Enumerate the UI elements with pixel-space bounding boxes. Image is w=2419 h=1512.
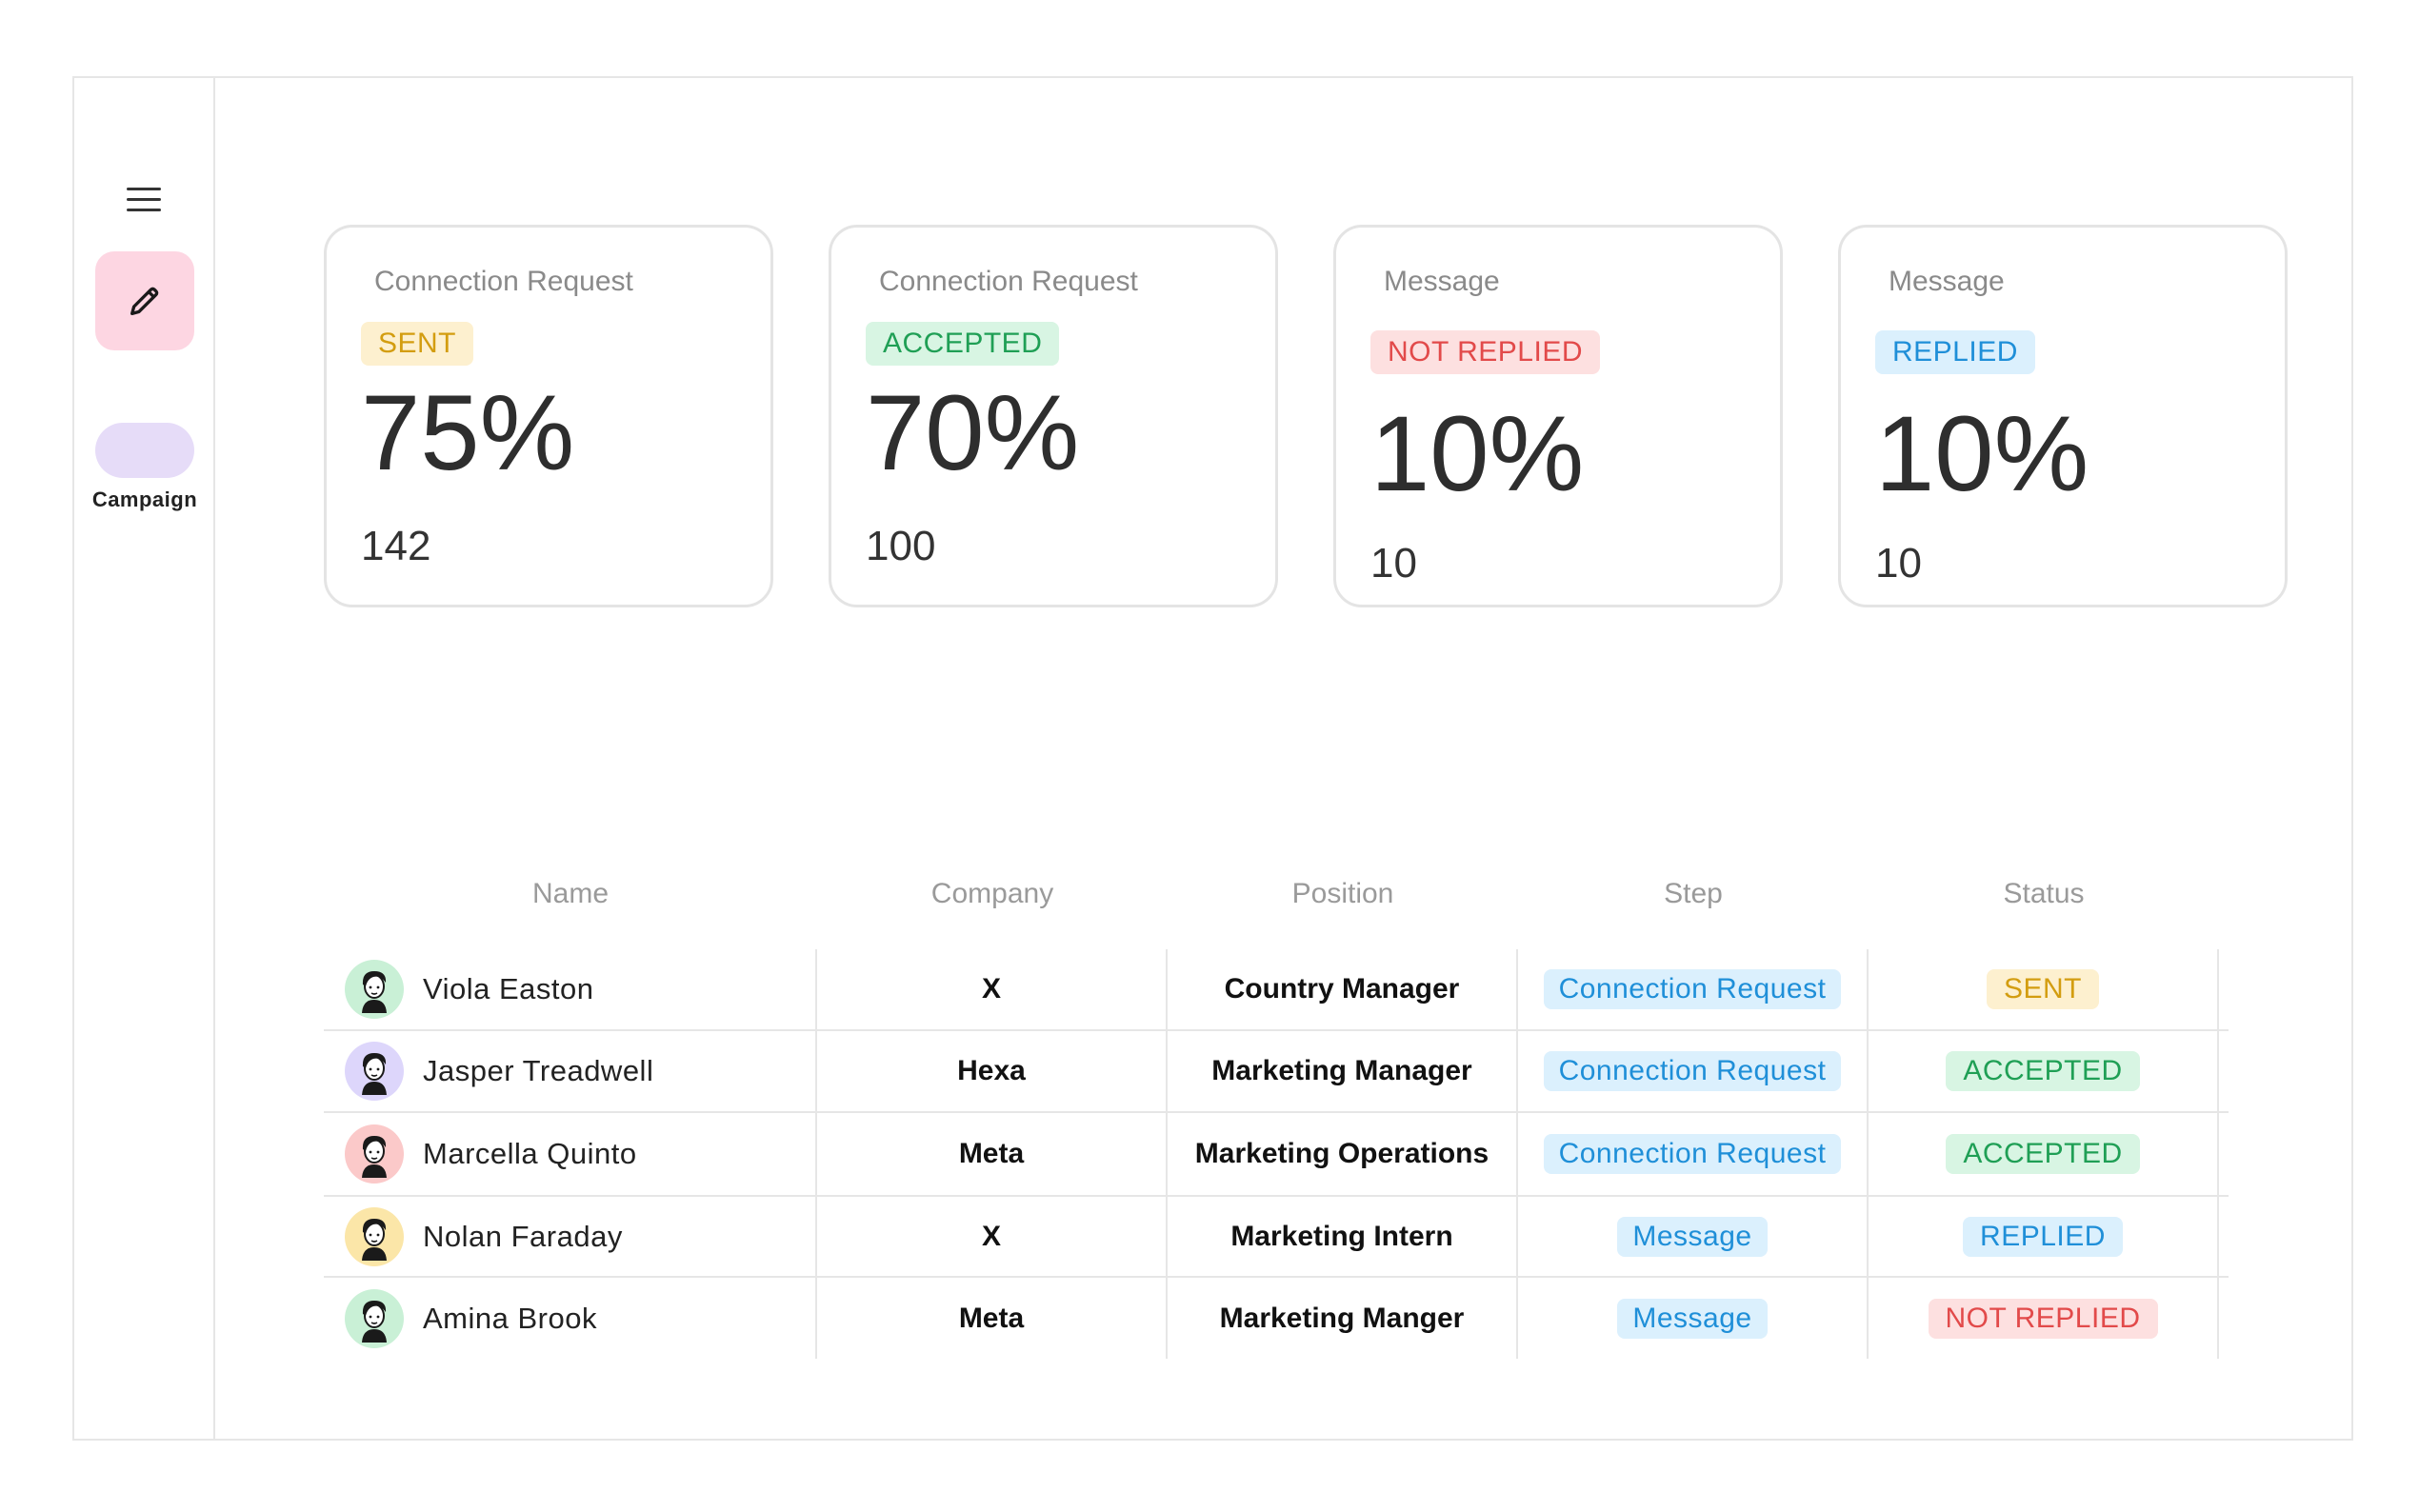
card-percent: 70% <box>866 373 1080 492</box>
edit-button[interactable] <box>95 251 194 350</box>
cell-status: SENT <box>1869 949 2219 1029</box>
cell-company: Meta <box>817 1278 1168 1359</box>
cell-company: Meta <box>817 1113 1168 1195</box>
table-row[interactable]: Marcella Quinto Meta Marketing Operations C… <box>324 1113 2229 1197</box>
cell-position: Country Manager <box>1168 949 1518 1029</box>
card-percent: 10% <box>1875 394 2089 513</box>
hamburger-menu-icon[interactable] <box>127 188 161 216</box>
campaign-label: Campaign <box>91 487 198 511</box>
status-badge: ACCEPTED <box>1946 1051 2140 1091</box>
stat-card-not-replied: Message NOT REPLIED 10% 10 <box>1333 225 1783 607</box>
avatar[interactable] <box>345 1042 404 1101</box>
step-badge: Message <box>1617 1298 1768 1339</box>
stat-card-sent: Connection Request SENT 75% 142 <box>324 225 773 607</box>
cell-company: X <box>817 949 1168 1029</box>
step-badge: Connection Request <box>1543 969 1842 1009</box>
status-badge: SENT <box>1986 969 2099 1009</box>
lead-name[interactable]: Marcella Quinto <box>423 1137 637 1170</box>
avatar[interactable] <box>345 1288 404 1348</box>
cell-name: Amina Brook <box>324 1278 817 1359</box>
column-header-name[interactable]: Name <box>531 878 610 909</box>
card-title: Message <box>1384 266 1500 297</box>
cell-status: ACCEPTED <box>1869 1113 2219 1195</box>
app-frame: Campaign Connection Request SENT 75% 142… <box>72 76 2353 1441</box>
status-badge: SENT <box>361 322 474 366</box>
column-header-company[interactable]: Company <box>930 878 1054 909</box>
column-header-status[interactable]: Status <box>2003 878 2085 909</box>
card-title: Message <box>1889 266 2005 297</box>
lead-name[interactable]: Jasper Treadwell <box>423 1054 654 1087</box>
table-row[interactable]: Nolan Faraday X Marketing Intern Message REP… <box>324 1197 2229 1278</box>
cell-name: Marcella Quinto <box>324 1113 817 1195</box>
cell-step: Message <box>1518 1197 1869 1276</box>
cell-company: X <box>817 1197 1168 1276</box>
status-badge: NOT REPLIED <box>1928 1298 2158 1339</box>
pencil-icon <box>130 287 159 315</box>
avatar[interactable] <box>345 1124 404 1184</box>
cell-step: Message <box>1518 1278 1869 1359</box>
status-badge: ACCEPTED <box>866 322 1060 366</box>
card-count: 142 <box>361 523 431 569</box>
card-count: 10 <box>1875 540 1922 587</box>
lead-name[interactable]: Amina Brook <box>423 1301 597 1335</box>
table-row[interactable]: Viola Easton X Country Manager Connection R… <box>324 949 2229 1031</box>
cell-position: Marketing Manager <box>1168 1031 1518 1111</box>
lead-name[interactable]: Nolan Faraday <box>423 1219 623 1253</box>
card-count: 100 <box>866 523 936 569</box>
cell-step: Connection Request <box>1518 1031 1869 1111</box>
stat-card-accepted: Connection Request ACCEPTED 70% 100 <box>829 225 1278 607</box>
stat-card-replied: Message REPLIED 10% 10 <box>1838 225 2288 607</box>
cell-name: Jasper Treadwell <box>324 1031 817 1111</box>
card-percent: 75% <box>361 373 575 492</box>
cell-name: Nolan Faraday <box>324 1197 817 1276</box>
status-badge: REPLIED <box>1875 330 2035 374</box>
cell-position: Marketing Operations <box>1168 1113 1518 1195</box>
status-badge: REPLIED <box>1963 1216 2123 1257</box>
status-badge: NOT REPLIED <box>1370 330 1600 374</box>
lead-name[interactable]: Viola Easton <box>423 972 594 1005</box>
card-count: 10 <box>1370 540 1417 587</box>
step-badge: Connection Request <box>1543 1134 1842 1174</box>
table-row[interactable]: Jasper Treadwell Hexa Marketing Manager Con… <box>324 1031 2229 1113</box>
cell-status: NOT REPLIED <box>1869 1278 2219 1359</box>
cell-company: Hexa <box>817 1031 1168 1111</box>
step-badge: Message <box>1617 1216 1768 1257</box>
card-title: Connection Request <box>879 266 1138 297</box>
cell-status: ACCEPTED <box>1869 1031 2219 1111</box>
status-badge: ACCEPTED <box>1946 1134 2140 1174</box>
cell-position: Marketing Manger <box>1168 1278 1518 1359</box>
cell-position: Marketing Intern <box>1168 1197 1518 1276</box>
avatar[interactable] <box>345 960 404 1019</box>
sidebar: Campaign <box>74 78 215 1439</box>
column-header-position[interactable]: Position <box>1291 878 1394 909</box>
cell-step: Connection Request <box>1518 949 1869 1029</box>
card-title: Connection Request <box>374 266 633 297</box>
step-badge: Connection Request <box>1543 1051 1842 1091</box>
table-row[interactable]: Amina Brook Meta Marketing Manger Message NO… <box>324 1278 2229 1359</box>
column-header-step[interactable]: Step <box>1664 878 1723 909</box>
card-percent: 10% <box>1370 394 1585 513</box>
cell-step: Connection Request <box>1518 1113 1869 1195</box>
cell-name: Viola Easton <box>324 949 817 1029</box>
avatar[interactable] <box>345 1206 404 1266</box>
table-header: Name Company Position Step Status <box>324 878 2229 925</box>
cell-status: REPLIED <box>1869 1197 2219 1276</box>
campaign-button[interactable] <box>95 423 194 478</box>
